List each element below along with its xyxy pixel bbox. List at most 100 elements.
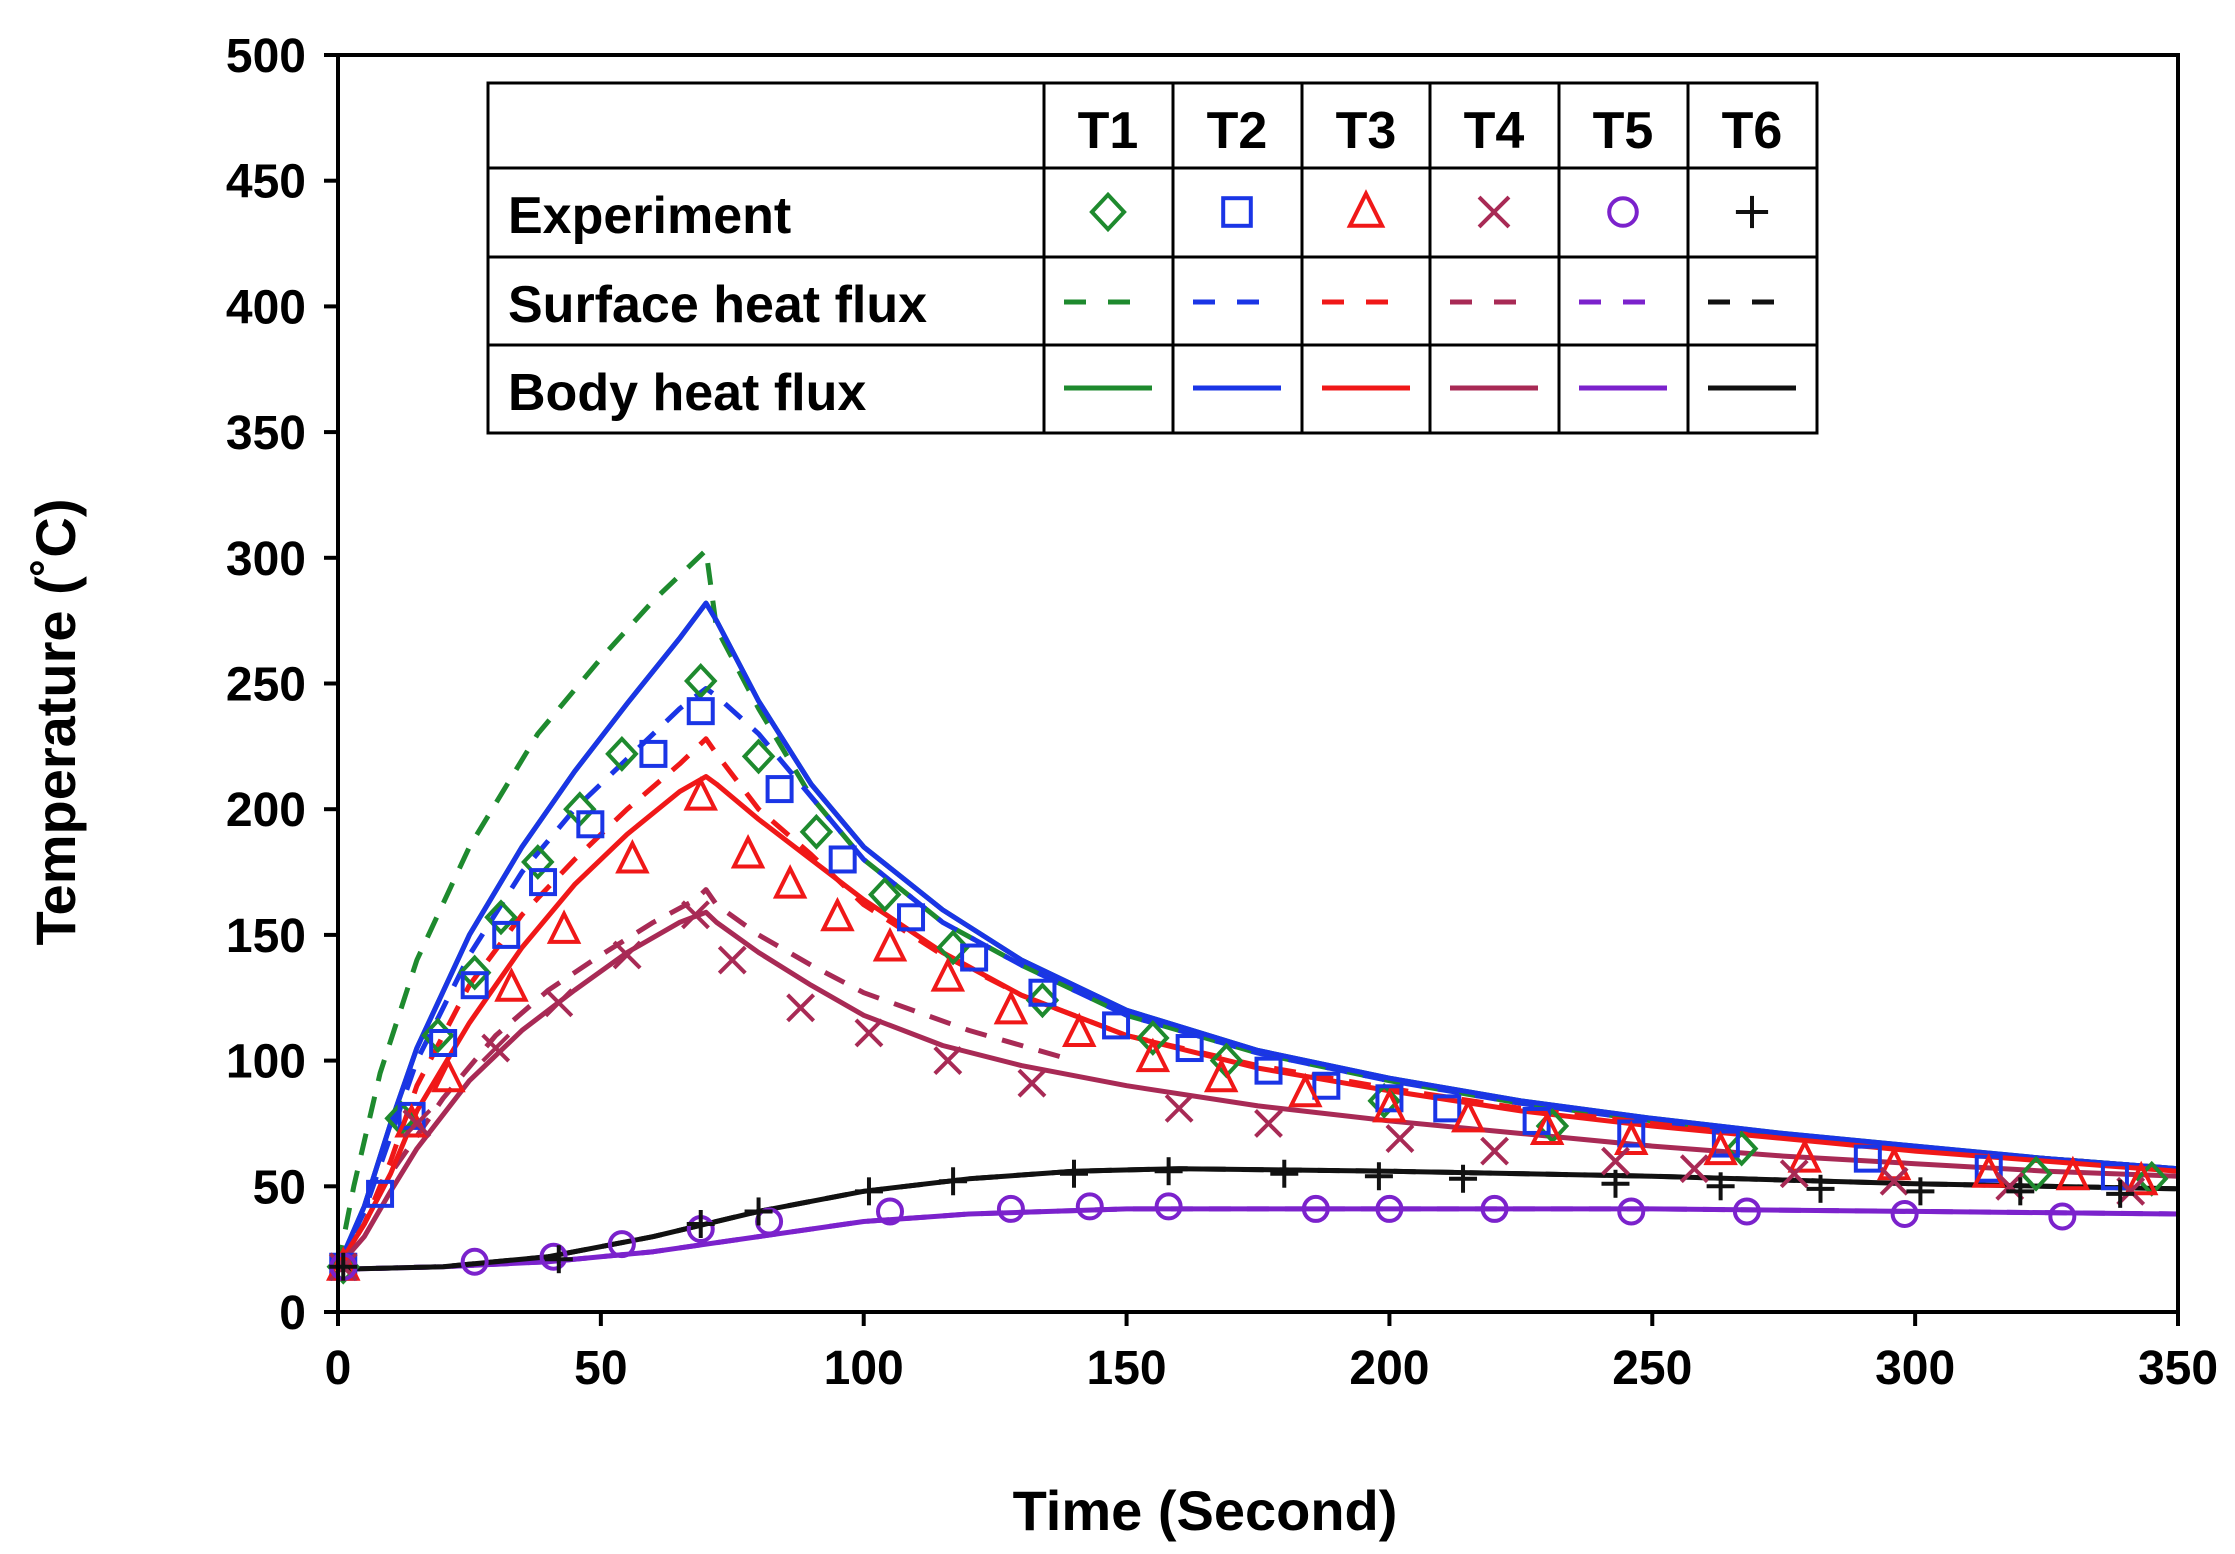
t2-experiment-point [1102,1011,1131,1040]
t6-experiment-point [939,1167,968,1196]
t3-experiment-point [431,1057,466,1093]
legend-t2-experiment-marker [1221,196,1253,228]
t3-body-heat-flux-line [338,774,2178,1269]
legend-symbols [1064,189,1796,391]
t6-experiment-point [329,1252,358,1281]
legend-col-t2: T2 [1207,102,1268,160]
series-lines [338,547,2178,1272]
t2-body-heat-flux-line [338,600,2178,1268]
t6-experiment-point [2106,1179,2135,1208]
t4-experiment-point [1385,1124,1415,1153]
legend-table: Experiment Surface heat flux Body heat f… [486,81,1819,435]
y-tick-label: 200 [226,784,306,837]
t1-experiment-point [521,844,555,880]
t3-experiment-point [1372,1087,1407,1123]
t3-experiment-point [1876,1145,1912,1181]
t3-experiment-point [993,989,1029,1025]
y-axis: 0 50 100 150 200 250 300 350 400 450 500 [226,30,338,1340]
t4-experiment-point [1164,1093,1194,1123]
t3-experiment-point [1614,1120,1649,1156]
t2-experiment-point [2100,1162,2129,1191]
t1-experiment-point [457,954,492,991]
t4-experiment-point [681,900,710,930]
y-tick-label: 500 [226,30,306,83]
t3-experiment-point [1062,1012,1097,1047]
t2-experiment-point [1254,1056,1283,1085]
t3-experiment-point [1971,1153,2006,1188]
t4-experiment-point [1017,1068,1047,1098]
t4-experiment-point [402,1109,432,1138]
x-tick-label: 300 [1875,1342,1955,1395]
t5-experiment-point [1375,1194,1404,1223]
t1-experiment-point [936,929,970,966]
t6-experiment-point [2006,1177,2035,1206]
legend-t1-experiment-marker [1089,191,1127,233]
t5-experiment-point [1154,1192,1183,1221]
t6-experiment-point [1806,1174,1835,1203]
t3-experiment-point [2055,1155,2091,1191]
t4-experiment-point [933,1046,963,1076]
x-axis: 0 50 100 150 200 250 300 350 [325,1312,2218,1395]
t2-experiment-point [576,810,605,839]
y-tick-label: 350 [226,407,306,460]
t2-experiment-point [492,920,521,949]
t4-experiment-point [481,1033,511,1063]
t2-experiment-point [1175,1034,1204,1063]
y-tick-label: 400 [226,281,306,334]
legend-col-t6: T6 [1722,102,1783,160]
t1-experiment-point [684,663,718,699]
t4-body-heat-flux-line [338,909,2178,1269]
t6-experiment-point [544,1245,573,1274]
t6-experiment-point [1364,1162,1393,1191]
t3-experiment-point [1288,1072,1323,1108]
x-tick-label: 200 [1349,1342,1429,1395]
t6-experiment-point [854,1177,883,1206]
t2-experiment-point [366,1179,395,1208]
t2-experiment-point [960,943,989,972]
t6-experiment-point [1601,1169,1630,1198]
t5-experiment-point [996,1194,1025,1223]
t1-experiment-point [741,738,776,775]
t4-experiment-point [1480,1136,1509,1166]
t6-experiment-point [1906,1177,1935,1206]
t5-experiment-point [1890,1199,1919,1228]
x-tick-label: 0 [325,1342,352,1395]
t3-experiment-point [1787,1138,1822,1173]
t3-experiment-point [730,833,766,869]
series-markers [326,663,2169,1285]
t3-experiment-point [820,896,855,932]
t6-experiment-point [1154,1157,1183,1186]
t2-experiment-point [429,1029,458,1058]
t2-experiment-point [1375,1084,1404,1113]
legend-col-t3: T3 [1336,102,1397,160]
legend-t4-experiment-marker [1477,195,1511,229]
t3-experiment-point [1529,1110,1565,1145]
t1-surface-heat-flux-line [338,547,2178,1268]
t4-experiment-point [1879,1166,1909,1196]
t2-experiment-point [460,971,489,1000]
t1-experiment-point [1025,982,1060,1019]
t5-experiment-point [1075,1192,1104,1221]
t4-experiment-point [1601,1146,1630,1176]
t2-experiment-point [897,903,926,932]
y-tick-label: 250 [226,659,306,712]
t3-experiment-point [1703,1130,1738,1166]
t5-experiment-point [1732,1197,1761,1226]
t2-surface-heat-flux-line [338,686,2178,1268]
t6-experiment-point [1060,1159,1088,1188]
t4-experiment-point [1254,1109,1283,1138]
legend-col-t1: T1 [1078,102,1139,160]
y-tick-label: 150 [226,910,306,963]
y-tick-label: 0 [279,1287,306,1340]
t6-experiment-series [329,1157,2135,1281]
t4-experiment-point [1779,1159,1809,1189]
t4-experiment-point [544,988,574,1018]
y-tick-label: 50 [253,1161,306,1214]
t1-experiment-point [605,735,639,772]
t2-experiment-point [639,739,668,768]
legend-row-experiment: Experiment [508,187,791,245]
t4-experiment-series [328,900,2146,1282]
x-tick-label: 100 [824,1342,904,1395]
t1-experiment-point [1367,1082,1401,1119]
t5-body-heat-flux-line [338,1206,2178,1272]
